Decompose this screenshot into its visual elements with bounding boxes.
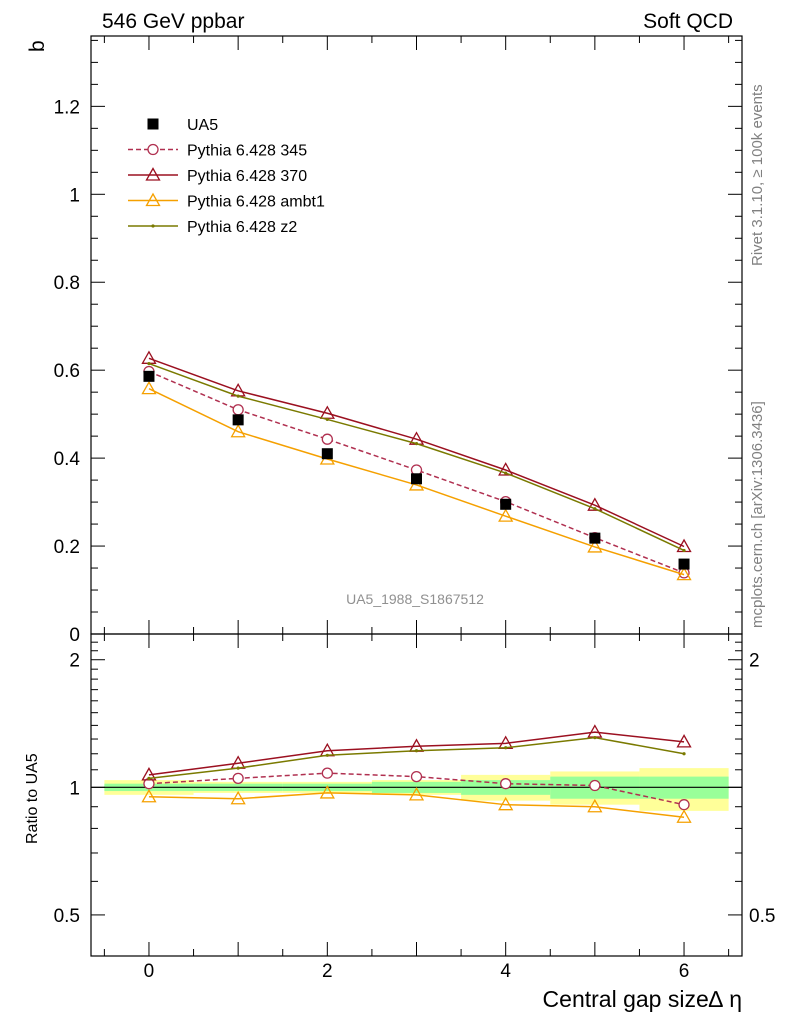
ratio-point-pythia-6-428-ambt1 — [319, 785, 335, 799]
point-ua5 — [500, 498, 512, 510]
ratio-point-pythia-6-428-z2 — [593, 736, 597, 740]
ratio-point-pythia-6-428-345 — [678, 799, 690, 811]
left-title: 546 GeV ppbar — [102, 10, 244, 33]
right-title: Soft QCD — [643, 10, 733, 33]
ratio-y-tick-label-right: 2 — [749, 651, 760, 672]
point-pythia-6-428-z2 — [325, 417, 329, 422]
point-pythia-6-428-ambt1 — [498, 508, 514, 522]
point-pythia-6-428-z2 — [682, 548, 686, 553]
main-y-tick-label: 0.2 — [54, 537, 80, 558]
x-axis-label: Central gap size∆ η — [543, 986, 742, 1012]
legend: UA5 Pythia 6.428 345 Pythia 6.428 370 Pythi… — [128, 117, 325, 236]
main-series-group — [141, 350, 692, 581]
main-y-tick-label: 0 — [69, 625, 80, 646]
legend-label-pythia-6-428-345: Pythia 6.428 345 — [187, 143, 307, 160]
ratio-line-pythia-6-428-370 — [148, 731, 685, 776]
point-ua5 — [321, 448, 333, 460]
ratio-point-pythia-6-428-ambt1 — [676, 809, 692, 823]
point-ua5 — [411, 473, 422, 485]
point-ua5 — [678, 558, 690, 570]
ratio-point-pythia-6-428-345 — [589, 779, 601, 792]
point-ua5 — [232, 414, 244, 426]
series-line-pythia-6-428-370 — [148, 357, 685, 548]
ratio-point-pythia-6-428-z2 — [325, 753, 329, 757]
point-ua5 — [143, 370, 155, 382]
ratio-point-pythia-6-428-ambt1 — [587, 798, 603, 813]
point-pythia-6-428-z2 — [236, 394, 240, 398]
analysis-watermark: UA5_1988_S1867512 — [346, 591, 484, 607]
x-tick-label: 6 — [679, 961, 690, 982]
ratio-point-pythia-6-428-345 — [321, 767, 333, 779]
point-pythia-6-428-z2 — [147, 361, 151, 366]
legend-marker-pythia-6-428-z2 — [151, 224, 155, 228]
legend-marker-pythia-6-428-ambt1 — [145, 192, 161, 207]
tick-labels: 0 0.2 0.4 0.6 0.8 1 1.2 0.5 1 2 0.5 2 0 2 4 6 — [54, 97, 776, 982]
legend-label-pythia-6-428-z2: Pythia 6.428 z2 — [187, 219, 297, 236]
ratio-y-tick-label: 2 — [69, 651, 80, 672]
point-pythia-6-428-345 — [321, 433, 333, 445]
point-pythia-6-428-z2 — [504, 471, 508, 475]
ratio-y-tick-label-right: 0.5 — [749, 906, 775, 927]
ratio-point-pythia-6-428-ambt1 — [141, 788, 157, 803]
ratio-point-pythia-6-428-z2 — [414, 749, 419, 753]
ratio-panel-frame — [90, 633, 743, 957]
point-pythia-6-428-z2 — [593, 507, 597, 511]
point-ua5 — [589, 532, 601, 544]
legend-label-ua5: UA5 — [187, 117, 218, 134]
ratio-ylabel: Ratio to UA5 — [24, 753, 41, 844]
legend-marker-pythia-6-428-370 — [145, 167, 161, 181]
legend-label-pythia-6-428-ambt1: Pythia 6.428 ambt1 — [187, 194, 325, 211]
ratio-point-pythia-6-428-ambt1 — [408, 787, 425, 801]
ratio-y-tick-label: 0.5 — [54, 906, 80, 927]
main-y-tick-label: 1.2 — [54, 97, 80, 118]
main-ylabel: b — [26, 40, 49, 52]
point-pythia-6-428-ambt1 — [587, 539, 603, 553]
point-pythia-6-428-370 — [498, 462, 514, 476]
series-line-pythia-6-428-ambt1 — [148, 387, 685, 576]
ratio-point-pythia-6-428-345 — [232, 772, 244, 784]
point-pythia-6-428-ambt1 — [141, 380, 157, 395]
x-tick-label: 0 — [144, 961, 155, 982]
main-y-tick-label: 0.4 — [54, 449, 81, 470]
x-tick-label: 2 — [322, 961, 333, 982]
ratio-point-pythia-6-428-345 — [500, 778, 512, 790]
point-pythia-6-428-ambt1 — [676, 566, 692, 581]
mcplots-text: mcplots.cern.ch [arXiv:1306.3436] — [749, 401, 766, 628]
main-y-tick-label: 1 — [69, 185, 80, 206]
ratio-line-pythia-6-428-ambt1 — [148, 792, 685, 818]
ratio-point-pythia-6-428-z2 — [147, 776, 151, 780]
ratio-point-pythia-6-428-z2 — [682, 752, 686, 756]
ratio-point-pythia-6-428-z2 — [236, 766, 240, 770]
main-y-tick-label: 0.6 — [54, 361, 80, 382]
point-pythia-6-428-z2 — [414, 442, 419, 446]
main-y-tick-label: 0.8 — [54, 273, 80, 294]
point-pythia-6-428-370 — [141, 350, 157, 364]
series-line-pythia-6-428-z2 — [148, 362, 685, 552]
ratio-point-pythia-6-428-345 — [410, 770, 423, 783]
ratio-point-pythia-6-428-ambt1 — [498, 796, 514, 811]
point-pythia-6-428-345 — [232, 404, 244, 416]
ratio-y-tick-label: 1 — [69, 778, 80, 799]
ratio-series-group — [91, 724, 742, 823]
legend-marker-pythia-6-428-345 — [147, 143, 159, 156]
x-tick-label: 4 — [500, 961, 511, 982]
ratio-point-pythia-6-428-z2 — [504, 746, 508, 750]
legend-label-pythia-6-428-370: Pythia 6.428 370 — [187, 168, 307, 185]
ratio-point-pythia-6-428-370 — [676, 734, 692, 748]
ratio-point-pythia-6-428-ambt1 — [230, 790, 246, 805]
legend-marker-ua5 — [147, 118, 159, 130]
rivet-text: Rivet 3.1.10, ≥ 100k events — [749, 84, 766, 266]
point-pythia-6-428-ambt1 — [230, 423, 246, 438]
